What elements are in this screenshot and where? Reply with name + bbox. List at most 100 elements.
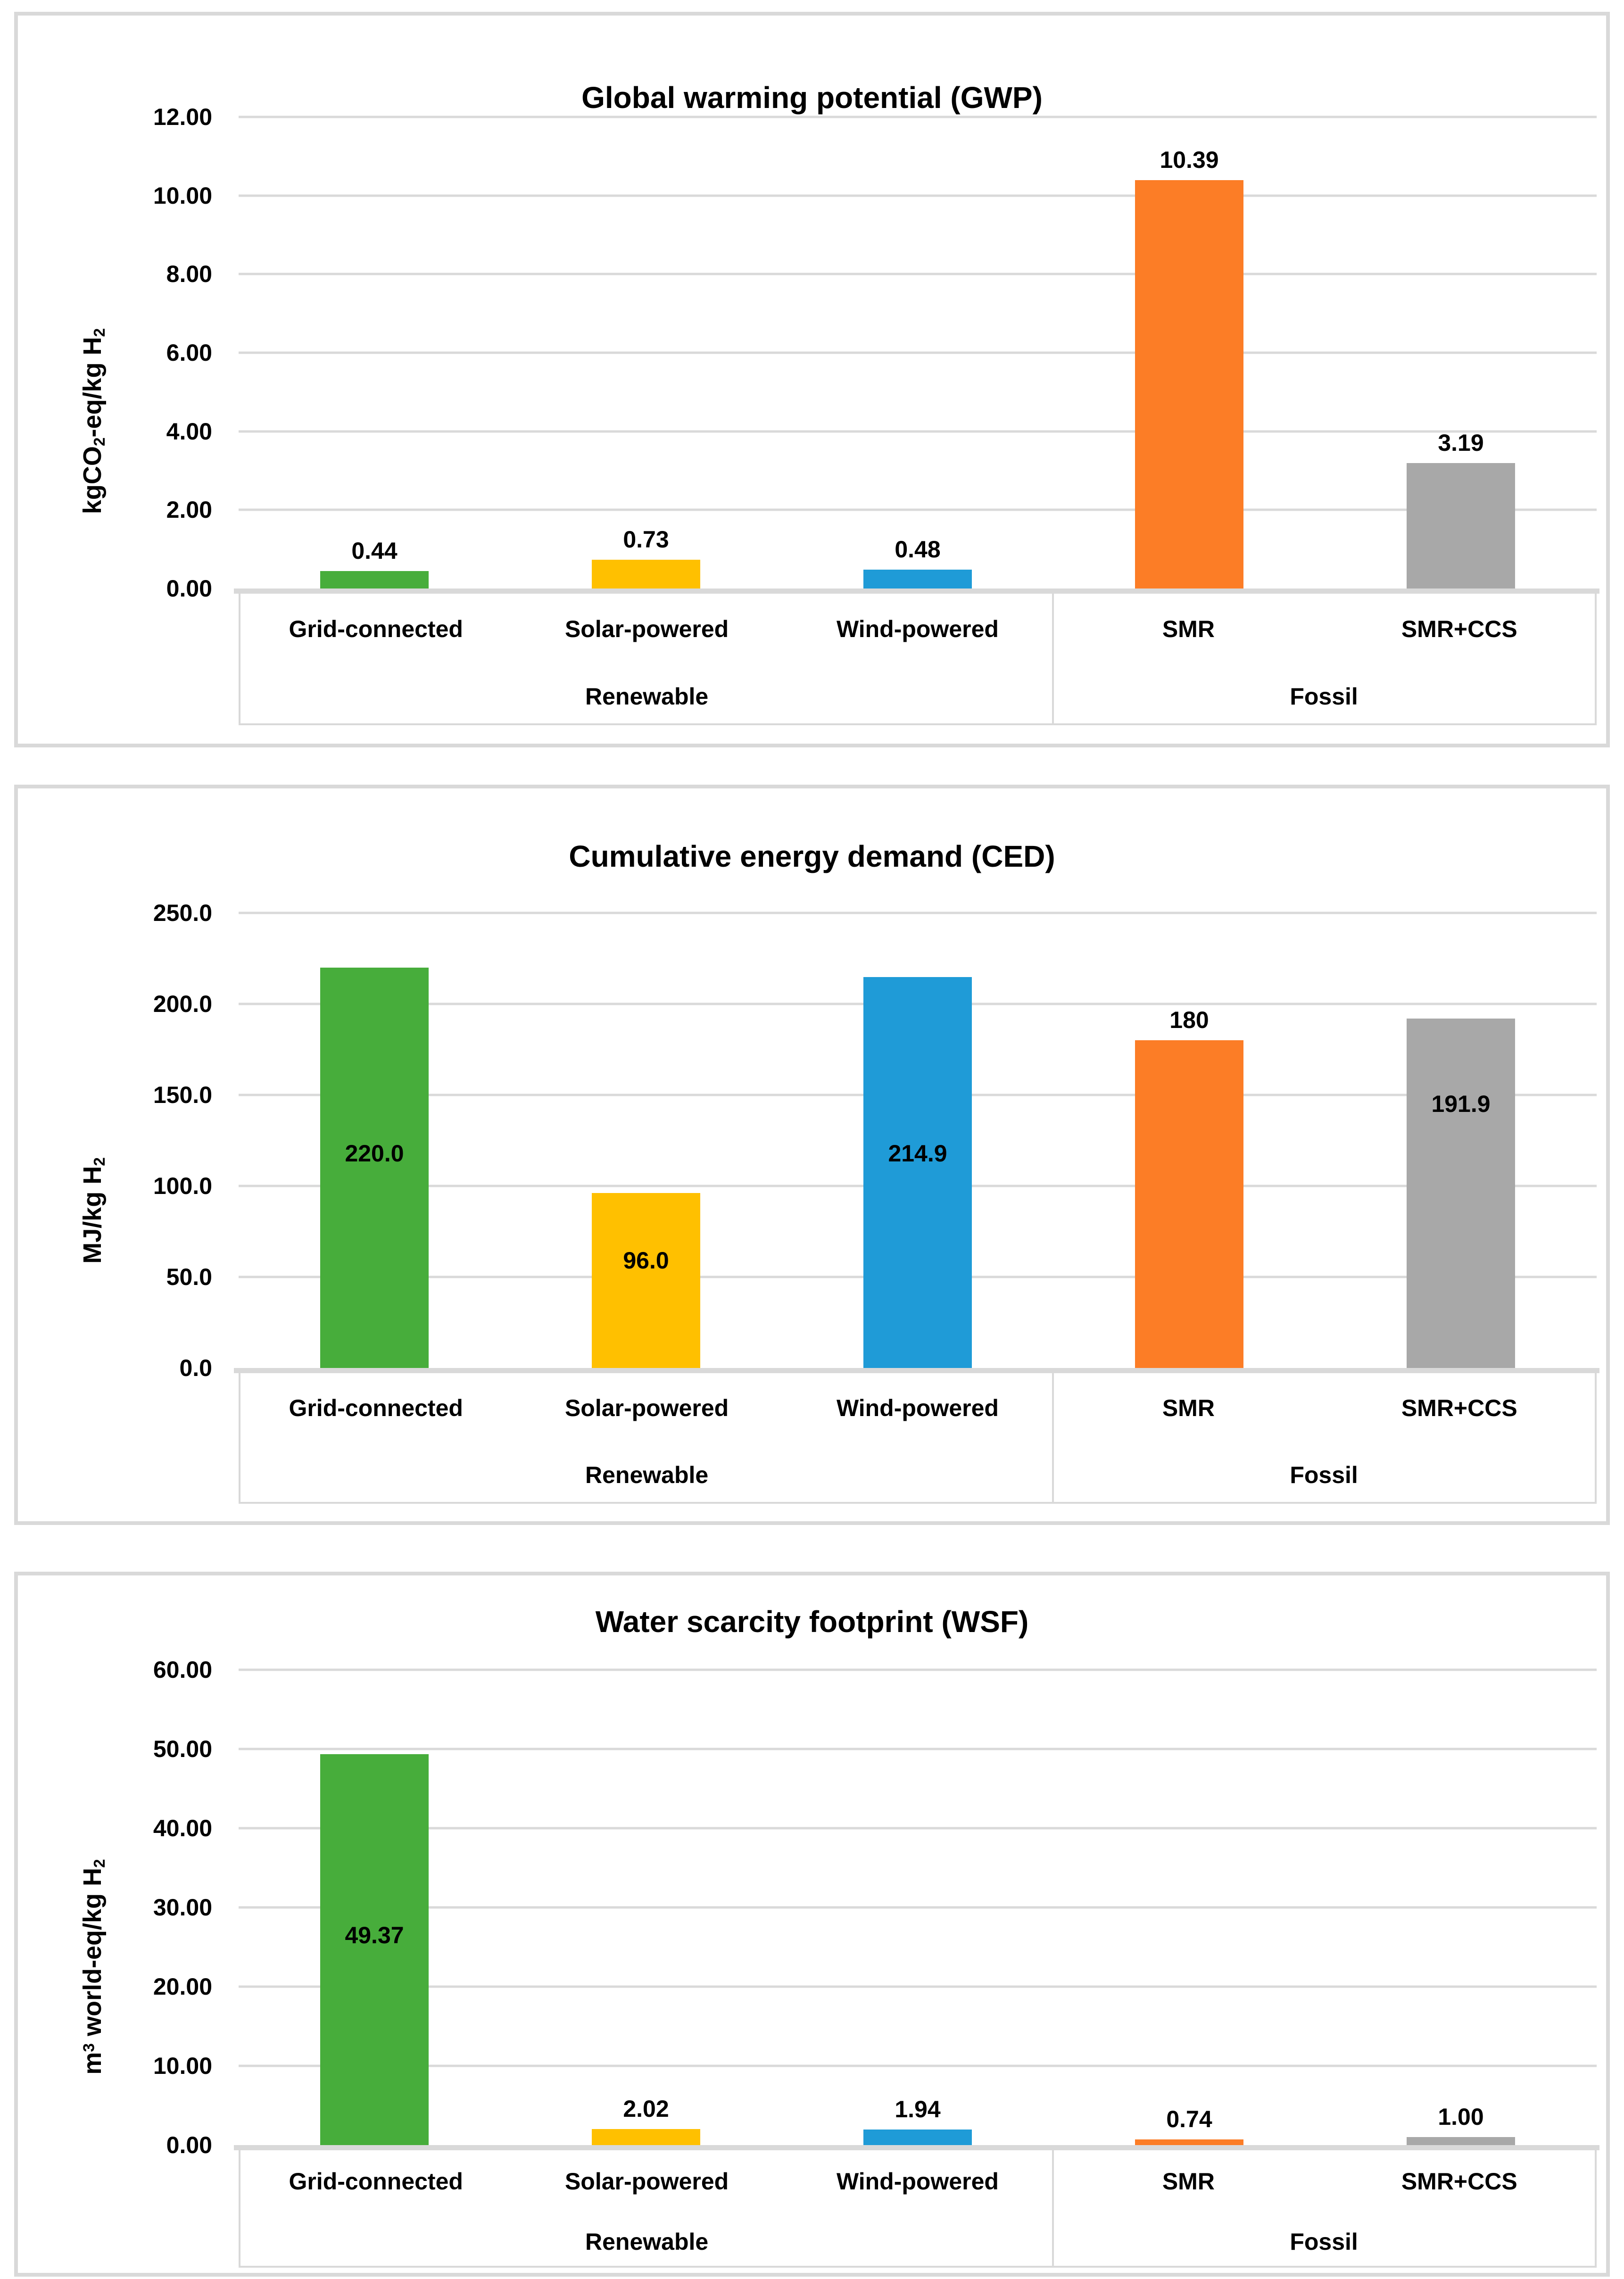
- plot-area-gwp: 0.00 2.00 4.00 6.00 8.00 10.00 12.00 0.44 0.73 0.…: [153, 105, 1599, 600]
- bar-value-label: 180: [1169, 1007, 1209, 1034]
- bar-smr: [1135, 180, 1244, 588]
- bar-solar-powered: [591, 1193, 701, 1368]
- group-divider: [1052, 588, 1054, 723]
- group-divider: [1052, 2145, 1054, 2266]
- y-tick-label: 12.00: [153, 104, 212, 130]
- bar-grid-connected: [320, 967, 429, 1368]
- bar-value-label: 49.37: [345, 1922, 404, 1948]
- y-axis-title-ced: MJ/kg H2: [78, 1157, 109, 1264]
- group-name-row: Renewable Fossil: [240, 670, 1595, 723]
- y-tick-label: 10.00: [153, 2053, 212, 2079]
- category-axis-gwp: Grid-connected Solar-powered Wind-powered S…: [239, 588, 1597, 725]
- y-tick-label: 4.00: [166, 418, 212, 445]
- category-label-solar-powered: Solar-powered: [564, 2168, 729, 2195]
- group-name-row: Renewable Fossil: [240, 2218, 1595, 2266]
- category-name-row: Grid-connected Solar-powered Wind-powered S…: [240, 1368, 1595, 1448]
- x-axis-line: [234, 1368, 1599, 1373]
- bar-wind-powered: [863, 2130, 972, 2145]
- bar-value-label: 96.0: [623, 1247, 669, 1274]
- chart-panel-wsf: Water scarcity footprint (WSF) m3 world-…: [14, 1572, 1610, 2277]
- axis-title-sub-text: 2: [91, 1157, 109, 1166]
- gridline-50.00: [239, 1748, 1597, 1750]
- y-tick-label: 2.00: [166, 497, 212, 523]
- axis-title-sup-text: 3: [80, 2043, 98, 2052]
- category-label-wind-powered: Wind-powered: [836, 1395, 999, 1422]
- y-tick-label: 0.0: [179, 1355, 212, 1381]
- chart-panel-ced: Cumulative energy demand (CED) MJ/kg H2 …: [14, 785, 1610, 1525]
- gridline-8.00: [239, 273, 1597, 275]
- group-label-renewable: Renewable: [585, 1462, 709, 1489]
- category-label-wind-powered: Wind-powered: [836, 615, 999, 642]
- y-tick-label: 100.0: [153, 1173, 212, 1199]
- bar-value-label: 0.48: [895, 536, 941, 563]
- category-label-smr-ccs: SMR+CCS: [1401, 615, 1517, 642]
- y-tick-label: 60.00: [153, 1657, 212, 1683]
- axis-title-sub-text: 2: [91, 328, 109, 337]
- y-tick-label: 30.00: [153, 1894, 212, 1921]
- bar-smr-ccs: [1406, 2137, 1516, 2145]
- group-divider: [1052, 1368, 1054, 1502]
- group-label-fossil: Fossil: [1290, 2228, 1358, 2255]
- bar-grid-connected: [320, 1754, 429, 2145]
- group-label-renewable: Renewable: [585, 2228, 709, 2255]
- y-tick-label: 0.00: [166, 575, 212, 602]
- gridline-4.00: [239, 430, 1597, 433]
- gridline-60.00: [239, 1668, 1597, 1671]
- axis-title-sub-text: 2: [91, 1859, 109, 1868]
- bar-smr-ccs: [1406, 1019, 1516, 1368]
- bar-smr: [1135, 2139, 1244, 2145]
- y-tick-label: 150.0: [153, 1082, 212, 1108]
- bar-value-label: 191.9: [1431, 1091, 1491, 1118]
- gridline-6.00: [239, 351, 1597, 354]
- gridline-30.00: [239, 1906, 1597, 1909]
- gridline-250.0: [239, 912, 1597, 914]
- bar-value-label: 220.0: [345, 1140, 404, 1167]
- category-label-grid-connected: Grid-connected: [289, 615, 463, 642]
- category-label-smr: SMR: [1162, 2168, 1215, 2195]
- bar-solar-powered: [591, 2129, 701, 2145]
- plot-area-wsf: 0.00 10.00 20.00 30.00 40.00 50.00 60.00 49.37 2…: [153, 1658, 1599, 2157]
- y-tick-label: 20.00: [153, 1973, 212, 2000]
- bar-value-label: 1.00: [1438, 2104, 1484, 2130]
- category-label-smr: SMR: [1162, 1395, 1215, 1422]
- y-tick-label: 40.00: [153, 1815, 212, 1841]
- y-tick-label: 50.00: [153, 1736, 212, 1762]
- bar-smr-ccs: [1406, 463, 1516, 588]
- category-name-row: Grid-connected Solar-powered Wind-powered S…: [240, 588, 1595, 670]
- bar-value-label: 0.44: [351, 538, 398, 564]
- plot-area-ced: 0.0 50.0 100.0 150.0 200.0 250.0 220.0 96.0 214.…: [153, 901, 1599, 1380]
- gridline-10.00: [239, 2064, 1597, 2067]
- bar-value-label: 214.9: [888, 1140, 947, 1167]
- category-label-smr-ccs: SMR+CCS: [1401, 2168, 1517, 2195]
- chart-title-ced: Cumulative energy demand (CED): [569, 839, 1055, 873]
- category-label-solar-powered: Solar-powered: [564, 1395, 729, 1422]
- bar-value-label: 1.94: [895, 2096, 941, 2123]
- group-label-fossil: Fossil: [1290, 683, 1358, 710]
- bar-smr: [1135, 1040, 1244, 1368]
- y-tick-label: 10.00: [153, 182, 212, 209]
- x-axis-line: [234, 2145, 1599, 2150]
- y-axis-title-wsf: m3 world-eq/kg H2: [78, 1859, 109, 2074]
- bar-grid-connected: [320, 571, 429, 588]
- category-label-solar-powered: Solar-powered: [564, 615, 729, 642]
- bar-value-label: 2.02: [623, 2096, 669, 2122]
- category-axis-wsf: Grid-connected Solar-powered Wind-powered S…: [239, 2145, 1597, 2268]
- category-axis-ced: Grid-connected Solar-powered Wind-powered S…: [239, 1368, 1597, 1504]
- chart-title-gwp: Global warming potential (GWP): [581, 81, 1043, 115]
- chart-panel-gwp: Global warming potential (GWP) kgCO2-eq/…: [14, 12, 1610, 747]
- y-tick-label: 250.0: [153, 900, 212, 926]
- gridline-2.00: [239, 508, 1597, 511]
- category-label-grid-connected: Grid-connected: [289, 1395, 463, 1422]
- x-axis-line: [234, 588, 1599, 594]
- gridline-40.00: [239, 1827, 1597, 1830]
- y-tick-label: 200.0: [153, 991, 212, 1017]
- chart-title-wsf: Water scarcity footprint (WSF): [595, 1605, 1029, 1639]
- category-label-grid-connected: Grid-connected: [289, 2168, 463, 2195]
- bar-value-label: 0.74: [1166, 2105, 1212, 2132]
- y-tick-label: 8.00: [166, 261, 212, 288]
- y-tick-label: 0.00: [166, 2132, 212, 2158]
- group-label-renewable: Renewable: [585, 683, 709, 710]
- bar-value-label: 0.73: [623, 526, 669, 553]
- gridline-20.00: [239, 1985, 1597, 1988]
